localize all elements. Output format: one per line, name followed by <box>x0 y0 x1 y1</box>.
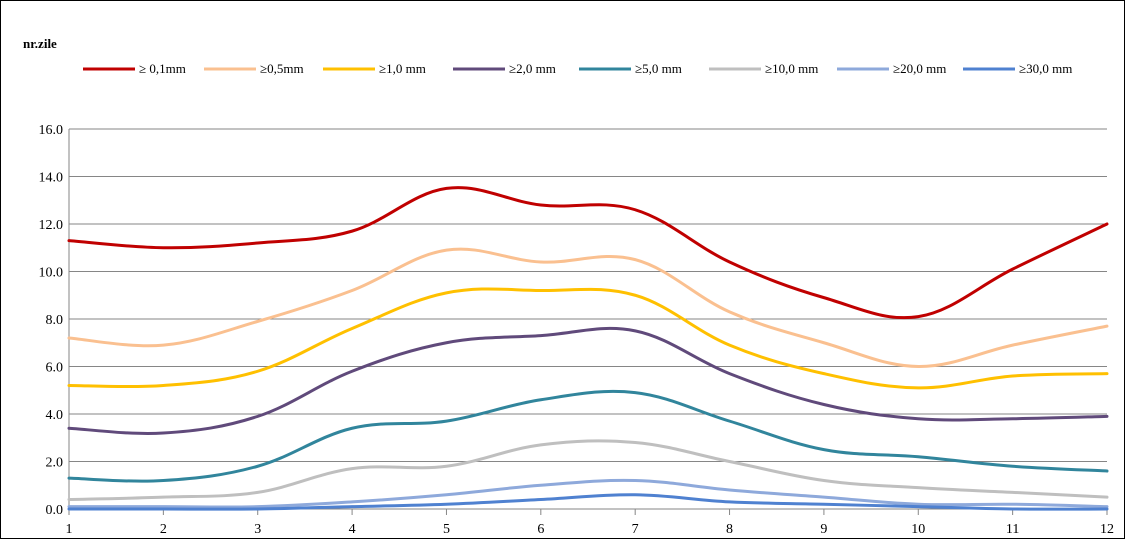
y-axis-title: nr.zile <box>23 36 57 51</box>
legend-label: ≥ 0,1mm <box>139 61 186 76</box>
x-tick-label: 12 <box>1100 522 1114 537</box>
legend-label: ≥0,5mm <box>260 61 304 76</box>
y-tick-label: 14.0 <box>39 171 64 186</box>
x-tick-label: 9 <box>820 522 827 537</box>
y-tick-label: 10.0 <box>39 266 64 281</box>
series-line-8 <box>67 493 1109 511</box>
x-tick-label: 11 <box>1006 522 1019 537</box>
series-line-6 <box>67 439 1109 501</box>
x-tick-label: 8 <box>726 522 733 537</box>
y-tick-label: 4.0 <box>46 408 64 423</box>
series-line-4 <box>67 326 1109 435</box>
legend-label: ≥2,0 mm <box>509 61 556 76</box>
x-tick-label: 5 <box>443 522 450 537</box>
legend-label: ≥30,0 mm <box>1019 61 1072 76</box>
series-line-2 <box>67 247 1109 369</box>
x-tick-label: 10 <box>911 522 925 537</box>
x-tick-label: 2 <box>160 522 167 537</box>
y-tick-label: 6.0 <box>46 361 64 376</box>
x-tick-label: 6 <box>537 522 544 537</box>
x-axis-ticks: 1 2 3 4 5 6 7 8 9 10 11 12 <box>66 509 1114 537</box>
series-line-1 <box>67 186 1109 320</box>
legend-label: ≥20,0 mm <box>893 61 946 76</box>
x-tick-label: 4 <box>349 522 356 537</box>
legend-label: ≥1,0 mm <box>379 61 426 76</box>
legend-label: ≥5,0 mm <box>635 61 682 76</box>
y-tick-label: 2.0 <box>46 456 64 471</box>
series-line-7 <box>67 478 1109 509</box>
series-line-3 <box>67 287 1109 390</box>
y-tick-label: 12.0 <box>39 218 64 233</box>
legend: ≥ 0,1mm ≥0,5mm ≥1,0 mm ≥2,0 mm ≥5,0 mm ≥10,0 … <box>83 61 1072 76</box>
y-tick-label: 0.0 <box>46 503 64 518</box>
series-lines <box>67 186 1109 511</box>
gridlines <box>68 128 1107 510</box>
y-tick-label: 8.0 <box>46 313 64 328</box>
x-tick-label: 1 <box>66 522 73 537</box>
series-line-5 <box>67 389 1109 483</box>
x-tick-label: 7 <box>632 522 639 537</box>
legend-label: ≥10,0 mm <box>765 61 818 76</box>
y-axis-ticks: 0.0 2.0 4.0 6.0 8.0 10.0 12.0 14.0 16.0 <box>39 123 64 518</box>
y-tick-label: 16.0 <box>39 123 64 138</box>
x-tick-label: 3 <box>254 522 261 537</box>
